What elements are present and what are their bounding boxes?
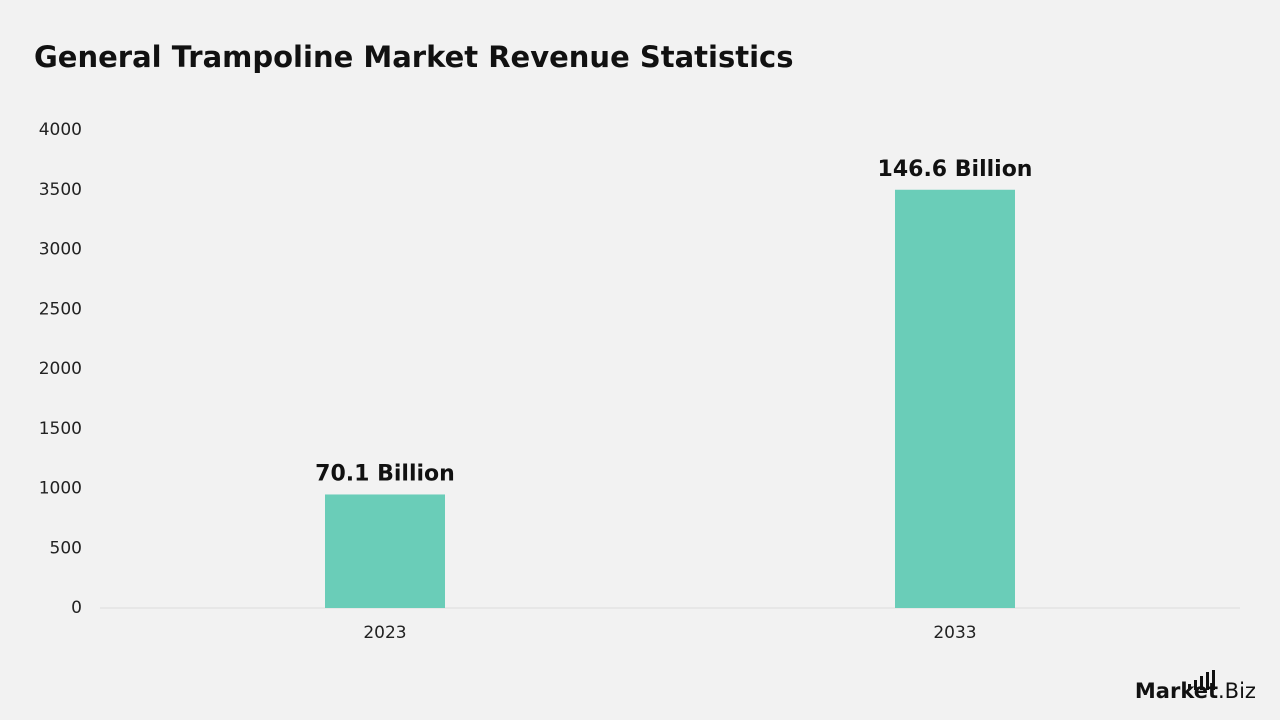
x-tick-label: 2033 <box>933 623 976 643</box>
bar-annotation: 146.6 Billion <box>878 157 1033 182</box>
logo-icon <box>1188 684 1191 690</box>
y-tick-label: 2000 <box>39 359 82 379</box>
y-tick-label: 4000 <box>39 120 82 140</box>
bar <box>325 494 445 608</box>
logo-suffix: .Biz <box>1218 679 1256 703</box>
y-tick-label: 500 <box>50 538 82 558</box>
x-tick-label: 2023 <box>363 623 406 643</box>
logo-name: Market <box>1135 679 1218 703</box>
bar-annotation: 70.1 Billion <box>315 461 455 486</box>
logo-icon <box>1206 672 1209 690</box>
bar <box>895 189 1015 608</box>
y-tick-label: 0 <box>71 598 82 618</box>
logo-icon <box>1194 680 1197 690</box>
y-tick-label: 1000 <box>39 479 82 499</box>
logo: Market .Biz <box>1135 670 1256 703</box>
logo-icon <box>1212 670 1215 690</box>
y-tick-label: 2500 <box>39 299 82 319</box>
y-tick-label: 1500 <box>39 419 82 439</box>
y-tick-label: 3000 <box>39 240 82 260</box>
logo-icon <box>1200 676 1203 690</box>
y-tick-label: 3500 <box>39 180 82 200</box>
chart-title: General Trampoline Market Revenue Statis… <box>34 40 793 74</box>
